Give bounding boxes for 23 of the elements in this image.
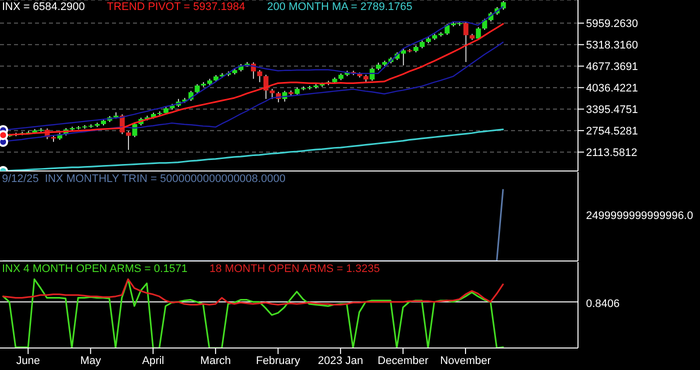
y-tick-label: 2754.5281 [586, 126, 638, 138]
text: TREND PIVOT = 5937.1984 [106, 1, 246, 13]
text: 18 MONTH OPEN ARMS = 1.3235 [210, 263, 380, 275]
text: 200 MONTH MA = 2789.1765 [267, 1, 412, 13]
x-tick-label: May [80, 354, 102, 367]
x-tick-label: December [378, 354, 429, 367]
y-tick-label: 4677.3691 [586, 61, 638, 74]
x-tick-label: June [16, 354, 40, 367]
y-tick-label: 5318.3160 [586, 40, 638, 52]
text: 2499999999999996.0 [586, 210, 694, 222]
x-tick-label: February [256, 354, 301, 367]
y-tick-label: 4036.4221 [586, 82, 638, 95]
text: 9/12/25 INX MONTHLY TRIN = 5000000000000008.0000 [2, 173, 286, 185]
x-tick-label: April [142, 354, 164, 367]
y-tick-label: 5959.2630 [586, 18, 638, 30]
y-tick-label: 3395.4751 [586, 104, 638, 116]
x-tick-label: 2023 Jan [318, 354, 364, 367]
text: 0.8406 [586, 298, 620, 310]
x-tick-label: March [200, 354, 231, 367]
x-tick-label: November [440, 354, 492, 367]
series-label: INX 4 MONTH OPEN ARMS = 0.1571 [2, 263, 188, 275]
y-tick-label: 2113.5812 [586, 147, 638, 160]
chart-title: INX = 6584.2900 [2, 1, 85, 13]
